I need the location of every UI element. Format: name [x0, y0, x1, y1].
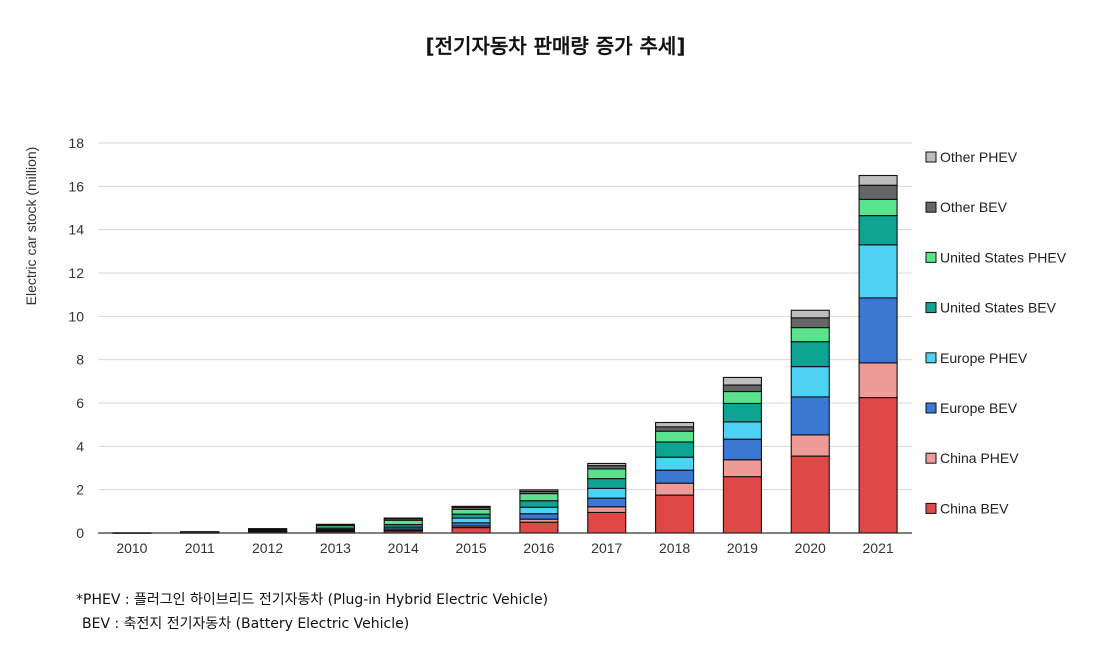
- bar-segment: [858, 215, 898, 246]
- legend-swatch: [925, 201, 937, 213]
- legend-swatch: [925, 452, 937, 464]
- bar-segment: [451, 513, 491, 519]
- y-tick-label: 2: [76, 482, 84, 498]
- bar-segment: [587, 511, 627, 534]
- bar-segment: [790, 317, 830, 329]
- bar-segment: [858, 362, 898, 399]
- x-tick-label: 2016: [523, 540, 554, 556]
- bar-segment: [790, 327, 830, 343]
- x-tick-label: 2020: [795, 540, 826, 556]
- bar-segment: [722, 402, 762, 423]
- legend-label: Europe PHEV: [940, 350, 1028, 366]
- bar-segment: [858, 198, 898, 217]
- bar-segment: [722, 390, 762, 404]
- legend-swatch: [925, 151, 937, 163]
- bar-segment: [587, 468, 627, 480]
- bar-segment: [722, 476, 762, 534]
- y-axis-label: Electric car stock (million): [23, 147, 39, 306]
- bar-segment: [722, 376, 762, 386]
- bar-segment: [858, 244, 898, 299]
- x-tick-label: 2014: [388, 540, 419, 556]
- x-tick-label: 2011: [185, 540, 215, 556]
- bar-segment: [858, 297, 898, 364]
- bar-segment: [519, 489, 559, 492]
- bar-segment: [858, 397, 898, 534]
- bar-segment: [315, 523, 355, 526]
- bar-segment: [519, 513, 559, 520]
- bar-segment: [655, 430, 695, 443]
- bar-segment: [858, 174, 898, 186]
- x-tick-label: 2013: [320, 540, 351, 556]
- bar-segment: [587, 462, 627, 467]
- legend-swatch: [925, 302, 937, 314]
- bar-segment: [587, 497, 627, 508]
- legend-label: Other BEV: [940, 199, 1008, 215]
- bar-segment: [655, 426, 695, 432]
- x-tick-label: 2019: [727, 540, 758, 556]
- footnote-bev: BEV : 축전지 전기자동차 (Battery Electric Vehicl…: [82, 616, 410, 632]
- x-tick-label: 2010: [116, 540, 147, 556]
- x-tick-label: 2021: [863, 540, 894, 556]
- bar-segment: [790, 434, 830, 457]
- legend-swatch: [925, 402, 937, 414]
- bar-segment: [248, 528, 288, 530]
- bar-segment: [519, 500, 559, 508]
- bar-segment: [587, 478, 627, 489]
- bar-segment: [722, 459, 762, 478]
- bar-segment: [655, 441, 695, 458]
- bar-segment: [383, 517, 423, 520]
- legend-label: United States PHEV: [940, 249, 1067, 265]
- bar-segment: [790, 366, 830, 398]
- y-tick-label: 6: [76, 395, 84, 411]
- bar-segment: [519, 506, 559, 515]
- y-tick-label: 18: [68, 135, 84, 151]
- y-tick-label: 12: [68, 265, 84, 281]
- bar-segment: [655, 456, 695, 471]
- legend-label: China PHEV: [940, 450, 1019, 466]
- bar-segment: [858, 184, 898, 200]
- bar-segment: [519, 521, 559, 534]
- bar-segment: [451, 505, 491, 508]
- bar-segment: [722, 438, 762, 461]
- bar-segment: [790, 455, 830, 534]
- y-tick-label: 16: [68, 178, 84, 194]
- bar-segment: [655, 494, 695, 534]
- legend-swatch: [925, 502, 937, 514]
- bar-segment: [722, 421, 762, 440]
- legend-label: United States BEV: [940, 300, 1057, 316]
- y-tick-label: 4: [76, 438, 84, 454]
- bar-segment: [383, 519, 423, 526]
- legend-swatch: [925, 251, 937, 263]
- bar-segment: [655, 482, 695, 496]
- bar-segment: [790, 341, 830, 368]
- y-tick-label: 10: [68, 308, 84, 324]
- bar-segment: [451, 527, 491, 534]
- footnote-phev: *PHEV : 플러그인 하이브리드 전기자동차 (Plug-in Hybrid…: [76, 592, 549, 608]
- bar-segment: [587, 506, 627, 513]
- y-tick-label: 14: [68, 222, 84, 238]
- x-tick-label: 2018: [659, 540, 690, 556]
- chart-title: [전기자동차 판매량 증가 추세]: [425, 34, 686, 58]
- legend-swatch: [925, 352, 937, 364]
- legend-label: Europe BEV: [940, 400, 1018, 416]
- bar-segment: [519, 493, 559, 502]
- x-tick-label: 2015: [456, 540, 487, 556]
- bar-segment: [790, 396, 830, 436]
- y-tick-label: 8: [76, 352, 84, 368]
- x-tick-label: 2017: [591, 540, 622, 556]
- bar-segment: [587, 487, 627, 499]
- bar-segment: [655, 421, 695, 428]
- bar-segment: [655, 469, 695, 484]
- legend-label: China BEV: [940, 500, 1009, 516]
- bar-segment: [722, 384, 762, 393]
- bar-segment: [180, 531, 220, 533]
- y-tick-label: 0: [76, 525, 84, 541]
- bar-segment: [451, 517, 491, 524]
- bar-segment: [451, 508, 491, 515]
- x-tick-label: 2012: [252, 540, 283, 556]
- bar-segment: [790, 309, 830, 319]
- legend-label: Other PHEV: [940, 149, 1018, 165]
